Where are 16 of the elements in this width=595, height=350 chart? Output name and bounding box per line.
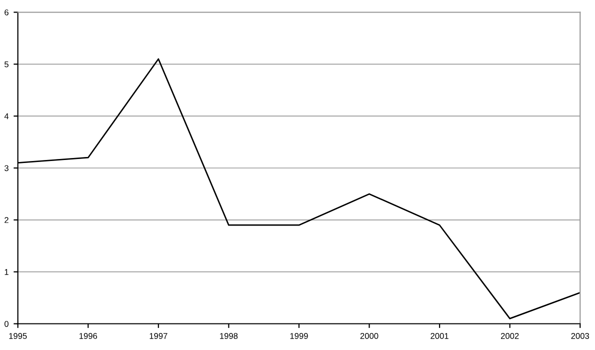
y-tick-label: 6 [4,9,8,16]
x-tick-label: 2001 [430,333,448,339]
x-tick-label: 2002 [500,333,519,339]
y-tick-label: 3 [4,165,8,172]
y-tick-label: 0 [4,320,8,327]
x-tick-label: 1998 [220,333,238,339]
x-tick-label: 1999 [290,333,308,339]
y-tick-label: 4 [4,113,9,120]
x-tick-label: 1996 [80,333,98,339]
y-tick-label: 1 [4,269,8,275]
x-tick-label: 1997 [150,333,168,339]
x-tick-label: 2003 [571,333,590,339]
x-tick-label: 2000 [360,333,378,339]
y-tick-label: 2 [4,217,8,223]
y-tick-label: 5 [4,61,8,68]
x-tick-label: 1995 [9,333,27,339]
